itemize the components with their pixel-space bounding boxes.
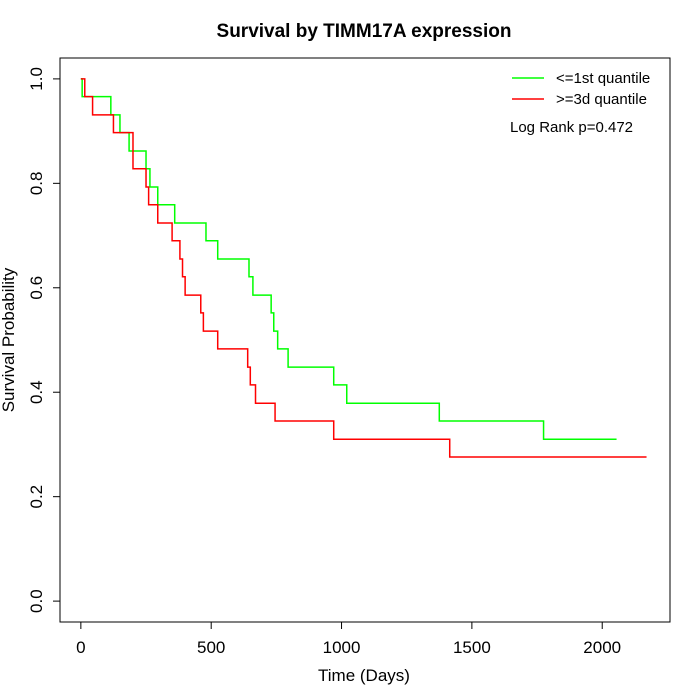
legend: <=1st quantile >=3d quantile bbox=[512, 70, 650, 108]
x-tick-label: 0 bbox=[76, 638, 85, 657]
y-axis-label: Survival Probability bbox=[0, 267, 18, 412]
y-tick-label: 0.6 bbox=[27, 276, 46, 300]
x-tick-label: 2000 bbox=[583, 638, 621, 657]
x-tick-label: 1500 bbox=[453, 638, 491, 657]
series-layer bbox=[80, 78, 647, 458]
x-tick-label: 1000 bbox=[323, 638, 361, 657]
y-tick-label: 0.2 bbox=[27, 485, 46, 509]
series-line-3d-quantile bbox=[80, 78, 647, 458]
x-axis: 0 500 1000 1500 2000 bbox=[76, 621, 621, 657]
y-tick-label: 0.0 bbox=[27, 589, 46, 613]
log-rank-annotation: Log Rank p=0.472 bbox=[510, 119, 633, 136]
plot-frame bbox=[59, 57, 671, 623]
y-tick-label: 0.8 bbox=[27, 172, 46, 196]
y-tick-label: 1.0 bbox=[27, 67, 46, 91]
x-tick-label: 500 bbox=[197, 638, 225, 657]
legend-label-1st-quantile: <=1st quantile bbox=[556, 70, 650, 87]
y-tick-label: 0.4 bbox=[27, 380, 46, 404]
chart-title: Survival by TIMM17A expression bbox=[217, 21, 512, 42]
x-axis-label: Time (Days) bbox=[318, 666, 410, 685]
legend-label-3d-quantile: >=3d quantile bbox=[556, 91, 647, 108]
y-axis: 0.0 0.2 0.4 0.6 0.8 1.0 bbox=[27, 67, 61, 613]
